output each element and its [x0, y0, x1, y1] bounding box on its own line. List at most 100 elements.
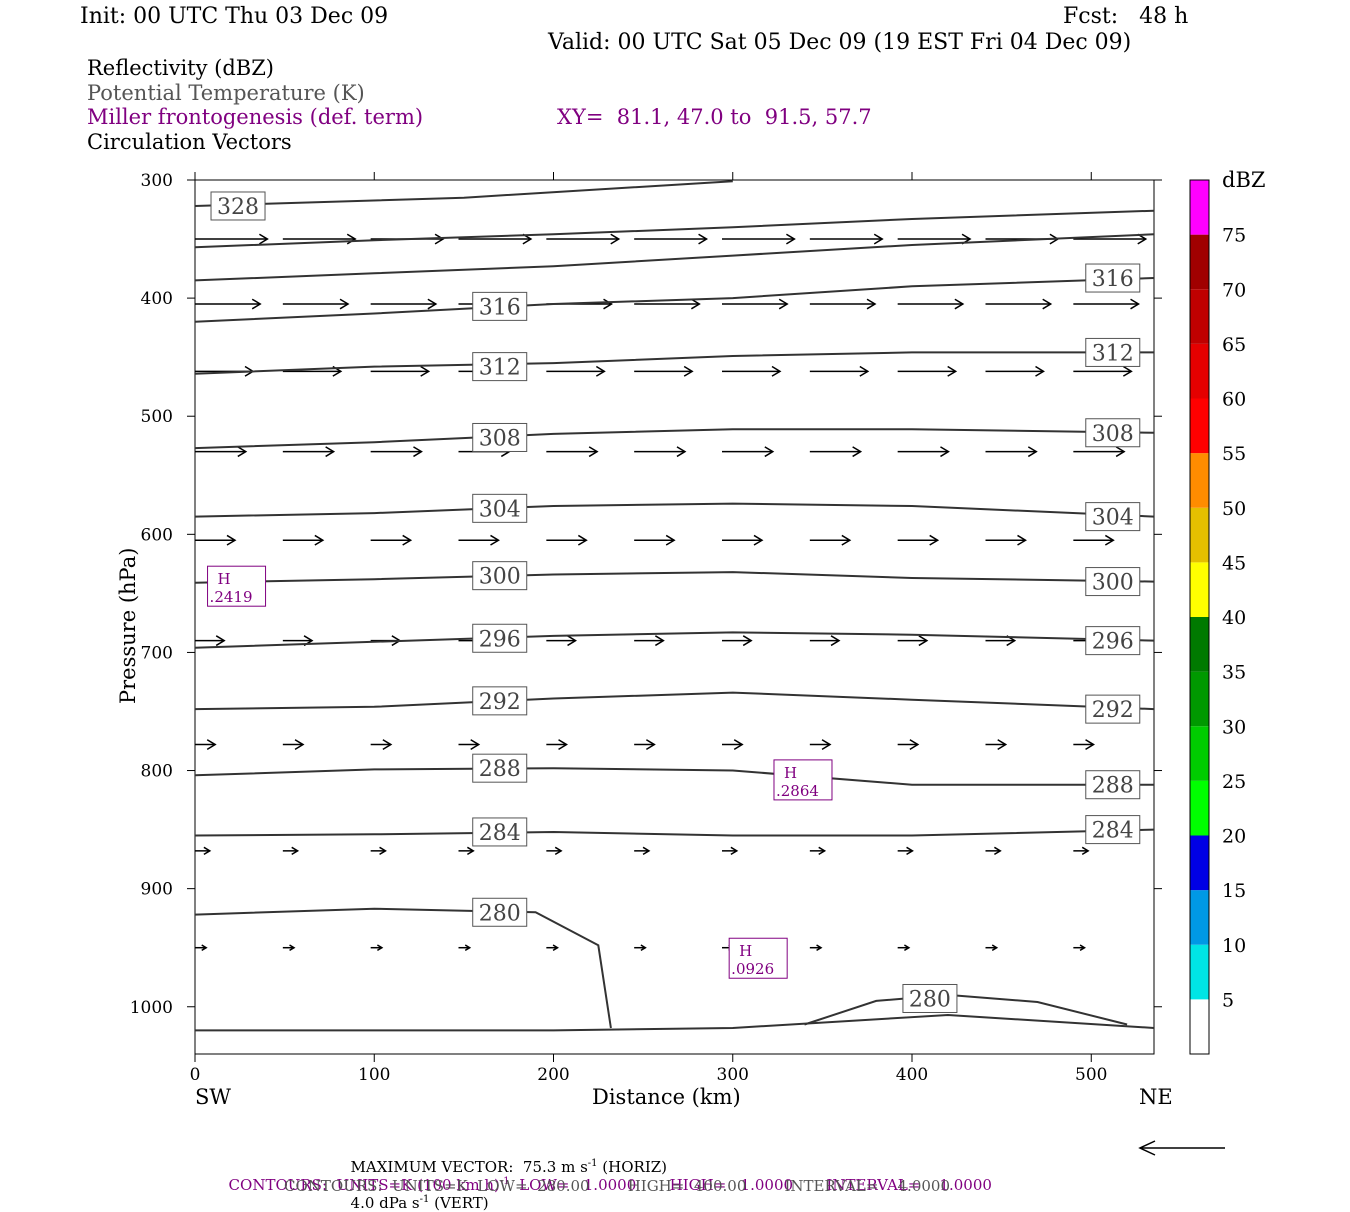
contour-label-box	[1085, 263, 1141, 293]
y-axis-title: Pressure (hPa)	[116, 547, 140, 704]
contour-label: 300	[1092, 571, 1134, 596]
vector-head	[434, 233, 445, 245]
y-tick-label: 700	[141, 643, 173, 663]
vector-head	[1130, 298, 1140, 310]
contour-label-box	[1085, 694, 1141, 724]
frontogenesis-max-value: .2864	[776, 782, 819, 800]
y-tick-label: 300	[141, 171, 173, 191]
theta-contour	[194, 502, 1155, 518]
contour-label: 316	[479, 295, 521, 320]
vector-head	[859, 365, 870, 377]
vector-head	[427, 298, 438, 310]
vector-head	[852, 446, 863, 458]
colorbar-label: 25	[1222, 771, 1246, 793]
frontogenesis-max-label: H	[218, 570, 231, 588]
theta-contour	[194, 209, 1155, 249]
frontogenesis-max-label: H	[739, 942, 752, 960]
colorbar-bin	[1190, 617, 1209, 672]
colorbar-label: 35	[1222, 662, 1246, 684]
vector-head	[954, 298, 965, 310]
contour-label-box	[1085, 626, 1141, 656]
contour-label: 312	[479, 356, 521, 381]
colorbar-label: 75	[1222, 225, 1246, 247]
max-vector-horiz-unit: (HORIZ)	[597, 1158, 668, 1176]
vector-head	[470, 739, 481, 751]
vector-head	[420, 365, 431, 377]
contour-label-box	[472, 897, 528, 927]
vector-head	[771, 365, 782, 377]
colorbar-bin	[1190, 780, 1209, 836]
contour-label-box	[1085, 502, 1141, 532]
vector-head	[377, 944, 384, 952]
vector-head	[402, 534, 413, 546]
init-time: Init: 00 UTC Thu 03 Dec 09	[80, 4, 389, 29]
contour-label-box	[1085, 770, 1141, 800]
x-axis-left-end: SW	[195, 1085, 231, 1109]
vector-head	[1115, 446, 1126, 458]
theta-contour	[194, 351, 1154, 375]
contour-label-box	[1085, 567, 1141, 597]
vector-head	[567, 635, 577, 647]
theta-contour	[194, 571, 1155, 584]
x-tick-label: 200	[537, 1065, 569, 1085]
vector-head	[940, 446, 950, 458]
colorbar-bin	[1190, 562, 1209, 617]
vector-head	[642, 846, 651, 856]
vector-head	[742, 635, 753, 647]
contour-label: 308	[479, 426, 521, 451]
contour-label: 296	[1092, 630, 1134, 655]
frontogenesis-max-box	[773, 759, 833, 801]
vector-head	[1042, 298, 1053, 310]
vector-head	[325, 446, 336, 458]
y-tick-label: 800	[141, 762, 173, 782]
vector-head	[997, 739, 1008, 751]
colorbar-bin	[1190, 944, 1209, 1000]
contour-label: 304	[479, 497, 521, 522]
colorbar-bin	[1190, 289, 1209, 344]
vector-head	[1035, 365, 1045, 377]
vector-head	[730, 846, 739, 856]
vector-head	[929, 534, 940, 546]
vector-head	[490, 534, 500, 546]
x-tick-label: 100	[358, 1065, 390, 1085]
field-theta: Potential Temperature (K)	[87, 81, 365, 105]
x-tick-label: 500	[1075, 1065, 1107, 1085]
contour-label: 300	[479, 565, 521, 590]
theta-contour	[194, 277, 1155, 323]
vector-head	[654, 635, 665, 647]
vector-head	[346, 233, 357, 245]
contour-label-box	[472, 623, 528, 653]
contour-label: 284	[479, 821, 521, 846]
vector-head	[665, 534, 676, 546]
vector-head	[466, 846, 475, 856]
cross-section-endpoints: XY= 81.1, 47.0 to 91.5, 57.7	[557, 105, 872, 129]
vector-head	[683, 365, 694, 377]
contour-label: 280	[909, 987, 951, 1012]
sup-3: -1	[499, 1176, 510, 1187]
vector-head	[464, 944, 472, 952]
theta-contour	[194, 691, 1155, 711]
vector-head	[203, 846, 212, 856]
vector-head	[588, 446, 599, 458]
vector-head	[577, 534, 588, 546]
colorbar-bin	[1190, 726, 1209, 781]
frontogenesis-max-value: .2419	[210, 588, 253, 606]
x-tick-label: 0	[190, 1065, 201, 1085]
vector-head	[906, 846, 914, 856]
vector-head	[909, 739, 920, 751]
colorbar-label: 15	[1222, 880, 1246, 902]
x-axis-title: Distance (km)	[592, 1085, 741, 1109]
frontogenesis-max-box	[207, 565, 267, 607]
contour-label-box	[472, 817, 528, 847]
contour-label: 296	[479, 627, 521, 652]
vector-head	[698, 233, 709, 245]
vector-head	[1027, 446, 1038, 458]
vector-head	[947, 365, 958, 377]
contours1-units: CONTOURS: UNITS=K (100 km h)	[228, 1176, 500, 1194]
vector-head	[610, 233, 621, 245]
contours1-range: LOW= 1.0000 HIGH= 1.0000 INTERVAL= 1.000…	[509, 1176, 992, 1194]
vector-head	[379, 846, 387, 856]
contour-label-box	[1085, 337, 1141, 367]
vector-head	[1079, 944, 1086, 952]
y-tick-label: 500	[141, 407, 173, 427]
